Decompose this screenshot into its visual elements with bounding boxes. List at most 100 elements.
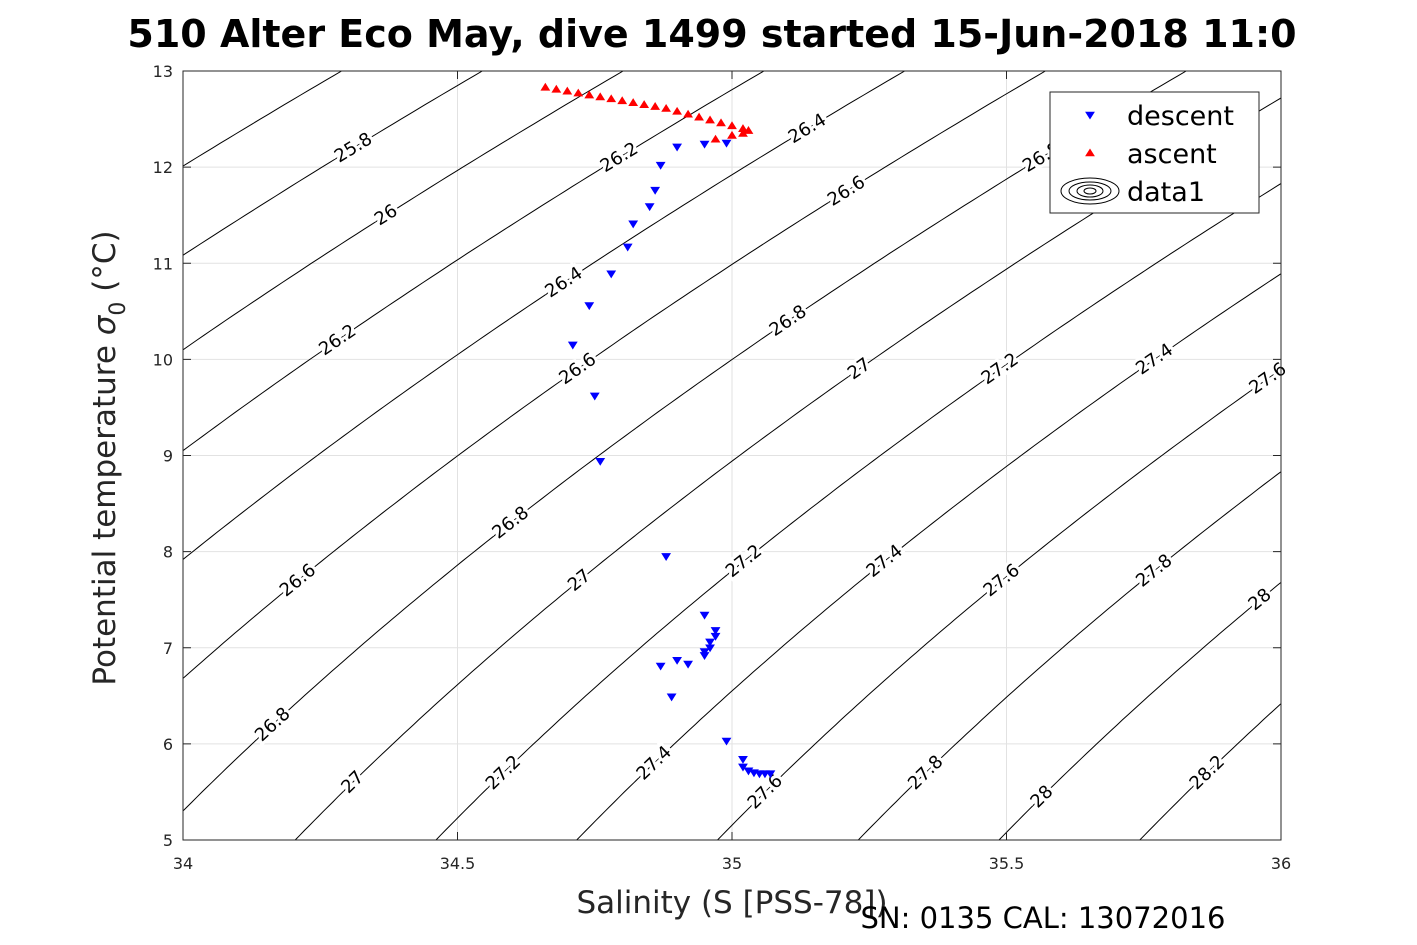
descent-point (567, 341, 578, 350)
descent-point (683, 660, 693, 669)
y-tick-label: 9 (163, 447, 173, 466)
y-axis-label-subscript: 0 (106, 302, 131, 316)
descent-point (699, 611, 710, 620)
legend: descent ascent data1 (1049, 91, 1260, 214)
descent-point (699, 648, 710, 657)
y-tick-label: 7 (163, 639, 173, 658)
descent-point (721, 737, 732, 746)
isopycnal-line (435, 182, 1281, 840)
y-tick-label: 6 (163, 735, 173, 754)
serial-calibration-text: SN: 0135 CAL: 13072016 (861, 901, 1226, 935)
y-tick-label: 12 (153, 158, 173, 177)
descent-point (666, 693, 677, 702)
descent-point (655, 161, 666, 170)
isopycnal-line (716, 368, 1281, 840)
chart-title: 510 Alter Eco May, dive 1499 started 15-… (127, 12, 1296, 56)
ascent-point (683, 109, 693, 118)
density-contours (183, 71, 1281, 840)
descent-point (584, 302, 595, 311)
isopycnal-line (1139, 703, 1281, 840)
ascent-point (584, 90, 595, 99)
ascent-point (727, 130, 737, 139)
ascent-point (716, 118, 726, 127)
y-tick-label: 13 (153, 62, 173, 81)
ascent-point (639, 100, 650, 108)
descent-point (606, 270, 617, 279)
x-tick-label: 36 (1271, 854, 1291, 873)
ascent-point (551, 84, 562, 93)
legend-contour-icon (1076, 184, 1104, 198)
x-tick-label: 35 (722, 854, 742, 873)
legend-descent-label: descent (1127, 101, 1234, 132)
descent-point (661, 553, 672, 561)
descent-point (721, 139, 732, 148)
ascent-point (606, 94, 617, 103)
ascent-point (661, 103, 672, 112)
y-tick-label: 11 (153, 254, 173, 273)
ascent-point (573, 88, 584, 97)
legend-contour-icon (1068, 181, 1112, 201)
ascent-point (672, 106, 683, 115)
descent-point (622, 243, 633, 252)
ascent-point (694, 112, 704, 121)
isopycnal-line (1279, 838, 1281, 840)
descent-point (738, 755, 748, 764)
ascent-point (710, 134, 721, 143)
descent-point (628, 220, 639, 229)
series-ascent (540, 82, 754, 143)
isopycnal-line (183, 71, 625, 351)
ascent-point (650, 102, 661, 110)
legend-ascent-marker (1085, 148, 1095, 157)
descent-point (710, 627, 721, 635)
ascent-point (727, 121, 737, 130)
data-series (540, 82, 776, 779)
ascent-point (595, 92, 606, 101)
descent-point (705, 644, 715, 653)
y-tick-label: 10 (153, 350, 173, 369)
isopycnal-line (183, 71, 1188, 812)
x-tick-label: 35.5 (989, 854, 1025, 873)
ascent-point (705, 115, 715, 124)
isopycnal-line (998, 581, 1281, 840)
isopycnal-line (183, 71, 484, 256)
isopycnal-line (183, 71, 906, 561)
descent-point (705, 638, 715, 647)
y-axis-label-unit: (°C) (87, 230, 123, 301)
x-tick-label: 34 (173, 854, 193, 873)
descent-point (710, 632, 721, 641)
legend-contour-icon (1083, 187, 1097, 195)
x-axis-label: Salinity (S [PSS-78]) (576, 885, 887, 921)
isopycnal-line (183, 71, 765, 452)
descent-point (650, 186, 661, 195)
y-tick-label: 8 (163, 543, 173, 562)
x-axis-ticks: 34 34.5 35 35.5 36 (173, 71, 1291, 873)
legend-descent-marker (1085, 111, 1095, 120)
legend-data1-label: data1 (1127, 177, 1205, 208)
isopycnal-line (576, 273, 1281, 840)
ascent-point (628, 98, 639, 107)
isopycnal-line (857, 471, 1281, 840)
descent-point (699, 652, 710, 660)
y-axis-label-sigma: σ (87, 314, 123, 335)
descent-point (738, 763, 748, 772)
legend-ascent-label: ascent (1127, 139, 1217, 170)
series-descent (567, 139, 776, 779)
descent-point (699, 140, 710, 149)
descent-point (589, 392, 600, 401)
ascent-point (540, 82, 551, 91)
x-tick-label: 34.5 (440, 854, 476, 873)
descent-point (655, 662, 666, 671)
isopycnal-line (183, 71, 1047, 680)
descent-point (672, 143, 683, 152)
y-axis-label: Potential temperature σ0 (°C) (87, 230, 131, 685)
descent-point (765, 770, 776, 779)
descent-point (644, 203, 655, 212)
ascent-point (743, 126, 754, 134)
ascent-point (562, 86, 573, 95)
descent-point (672, 656, 683, 665)
legend-contour-icon (1060, 177, 1120, 205)
y-axis-ticks: 5 6 7 8 9 10 11 12 13 (153, 62, 1281, 850)
ascent-point (617, 96, 628, 105)
y-axis-label-main: Potential temperature (87, 335, 123, 685)
